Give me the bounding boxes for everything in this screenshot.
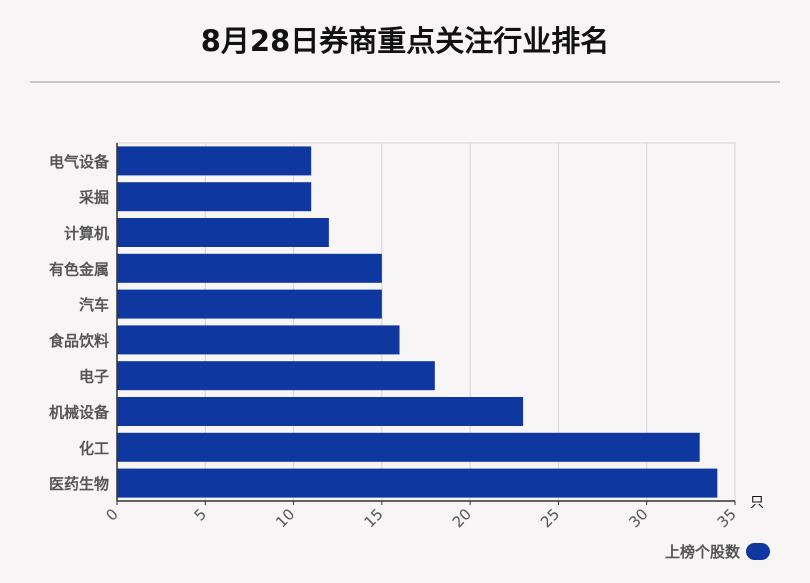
category-label: 化工 [79,439,109,457]
x-axis-unit: 只 [750,495,764,511]
bar [117,253,382,283]
title-divider [30,81,780,83]
x-tick-label: 10 [272,505,298,531]
x-tick-label: 30 [625,505,651,531]
x-tick-label: 35 [714,505,740,531]
legend: 上榜个股数 [665,541,770,562]
category-label: 机械设备 [49,404,110,422]
bar [117,397,524,426]
bar [117,289,382,319]
bar [117,218,329,247]
bar [117,432,700,462]
x-tick-label: 25 [537,505,563,531]
category-label: 医药生物 [49,475,109,493]
category-label: 有色金属 [49,260,109,278]
category-label: 采掘 [78,189,109,207]
category-label: 汽车 [79,296,109,314]
legend-swatch [746,543,770,560]
x-tick-label: 0 [102,505,121,524]
bar [117,325,400,355]
x-tick-label: 20 [449,505,475,531]
category-label: 食品饮料 [49,332,109,350]
legend-label: 上榜个股数 [664,543,740,561]
bar [117,146,312,176]
bar [117,182,312,212]
bar [117,468,718,498]
category-label: 电气设备 [49,153,110,171]
x-tick-label: 15 [360,505,386,531]
chart-title: 8月28日券商重点关注行业排名 [200,24,610,58]
category-label: 电子 [79,368,109,386]
x-tick-label: 5 [191,505,210,524]
category-label: 计算机 [64,225,109,243]
bar [117,361,435,391]
